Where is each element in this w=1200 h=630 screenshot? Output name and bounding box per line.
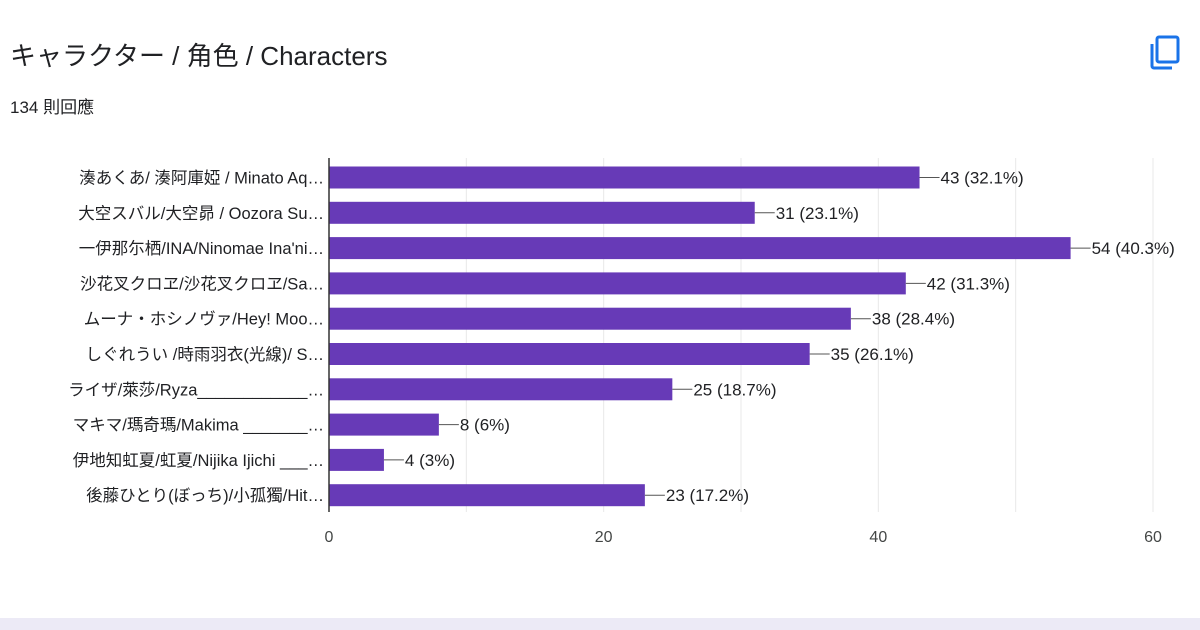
axes: 0 20 40 60 [325, 158, 1162, 546]
value-label: 35 (26.1%) [831, 345, 914, 364]
bar [329, 307, 851, 330]
value-label: 43 (32.1%) [941, 169, 1024, 188]
category-label: 伊地知虹夏/虹夏/Nijika Ijichi ___… [73, 451, 324, 470]
category-label: ライザ/萊莎/Ryza____________… [68, 380, 324, 399]
x-tick-label: 60 [1144, 529, 1162, 546]
category-label: しぐれうい /時雨羽衣(光線)/ S… [86, 345, 324, 364]
category-label: 大空スバル/大空昴 / Oozora Su… [78, 204, 324, 223]
bar [329, 201, 755, 224]
gridlines [465, 158, 1154, 512]
bar [329, 484, 645, 507]
page-bottom-strip [0, 618, 1200, 630]
value-label: 31 (23.1%) [776, 204, 859, 223]
x-tick-label: 40 [869, 529, 887, 546]
category-label: マキマ/瑪奇瑪/Makima _______… [73, 416, 324, 435]
value-label: 4 (3%) [405, 451, 455, 470]
category-label: 後藤ひとり(ぼっち)/小孤獨/Hit… [86, 486, 324, 505]
bar [329, 448, 384, 471]
category-label: 沙花叉クロヱ/沙花叉クロヱ/Sa… [80, 274, 324, 293]
value-label: 8 (6%) [460, 416, 510, 435]
bar [329, 413, 439, 436]
value-label: 54 (40.3%) [1092, 239, 1175, 258]
copy-chart-button[interactable] [1145, 32, 1185, 72]
response-count: 134 則回應 [10, 98, 95, 117]
question-title: キャラクター / 角色 / Characters [10, 41, 388, 71]
value-label: 23 (17.2%) [666, 486, 749, 505]
bar [329, 378, 673, 401]
value-label: 38 (28.4%) [872, 310, 955, 329]
category-label: ムーナ・ホシノヴァ/Hey! Moo… [84, 310, 324, 329]
bar [329, 237, 1071, 260]
copy-icon [1150, 35, 1180, 70]
category-label: 湊あくあ/ 湊阿庫婭 / Minato Aq… [79, 169, 324, 188]
bars: 43 (32.1%) 湊あくあ/ 湊阿庫婭 / Minato Aq… 31 (23.… [68, 166, 1175, 507]
value-label: 42 (31.3%) [927, 274, 1010, 293]
bar [329, 272, 906, 295]
category-label: 一伊那尓栖/INA/Ninomae Ina'ni… [79, 239, 324, 258]
x-tick-label: 20 [595, 529, 613, 546]
bar [329, 166, 920, 189]
bar [329, 343, 810, 365]
value-label: 25 (18.7%) [693, 380, 776, 399]
x-tick-label: 0 [325, 529, 334, 546]
